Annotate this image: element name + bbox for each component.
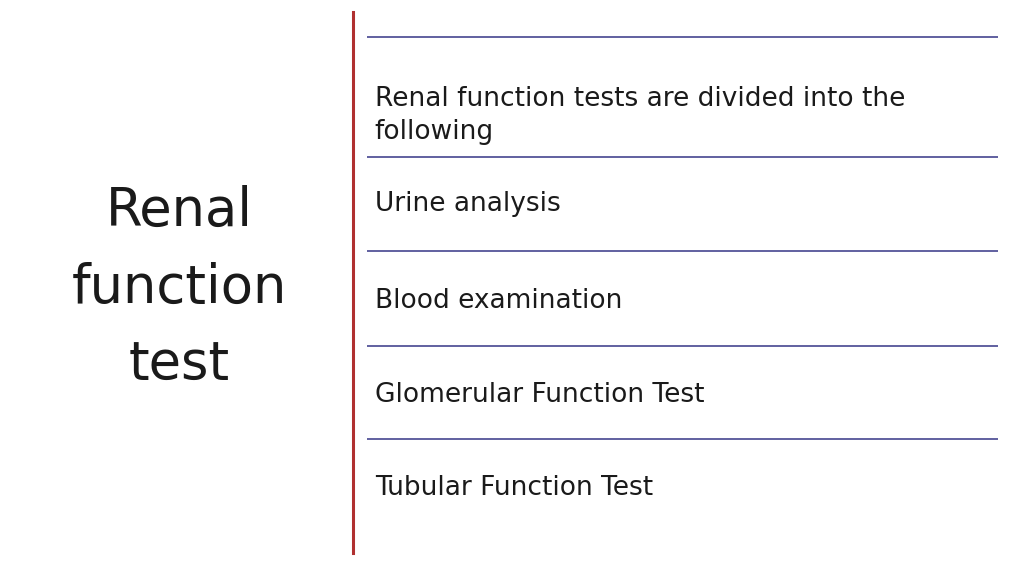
Text: Blood examination: Blood examination [375,287,623,314]
Text: Urine analysis: Urine analysis [375,191,560,218]
Text: Renal
function
test: Renal function test [72,185,287,391]
Text: Tubular Function Test: Tubular Function Test [375,475,653,502]
Text: Renal function tests are divided into the
following: Renal function tests are divided into th… [375,86,905,145]
Text: Glomerular Function Test: Glomerular Function Test [375,381,705,408]
